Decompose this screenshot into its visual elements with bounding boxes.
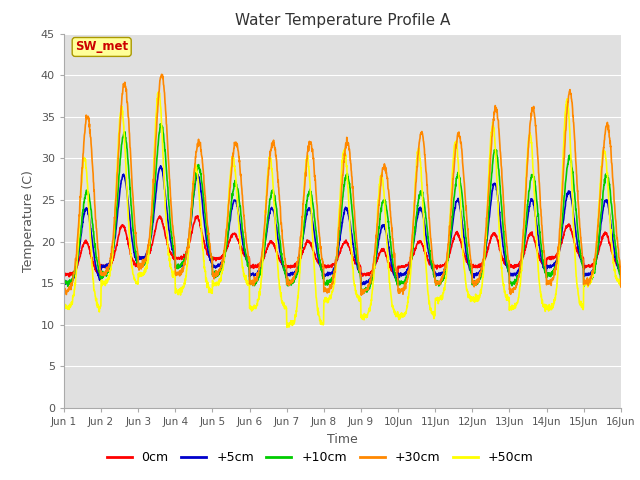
+50cm <box>164 244 172 250</box>
+10cm <box>212 272 220 278</box>
0cm <box>164 243 172 249</box>
+50cm <box>593 238 601 243</box>
+30cm <box>593 239 601 245</box>
0cm <box>65 274 73 280</box>
+50cm <box>154 89 162 95</box>
0cm <box>348 252 356 258</box>
0cm <box>212 255 220 261</box>
+30cm <box>164 148 172 154</box>
+50cm <box>283 324 291 330</box>
+10cm <box>406 260 414 266</box>
Line: +30cm: +30cm <box>64 74 621 295</box>
+30cm <box>508 288 516 294</box>
+5cm <box>508 271 516 276</box>
Legend: 0cm, +5cm, +10cm, +30cm, +50cm: 0cm, +5cm, +10cm, +30cm, +50cm <box>102 446 538 469</box>
Line: +10cm: +10cm <box>64 124 621 293</box>
Text: SW_met: SW_met <box>75 40 128 53</box>
+50cm <box>406 276 414 281</box>
+10cm <box>617 281 625 287</box>
0cm <box>593 253 601 259</box>
Line: +5cm: +5cm <box>64 166 621 285</box>
+5cm <box>157 163 164 169</box>
+10cm <box>348 206 356 212</box>
+30cm <box>158 72 166 77</box>
+5cm <box>212 264 220 269</box>
0cm <box>406 259 414 265</box>
Y-axis label: Temperature (C): Temperature (C) <box>22 170 35 272</box>
+50cm <box>508 302 516 308</box>
Title: Water Temperature Profile A: Water Temperature Profile A <box>235 13 450 28</box>
+50cm <box>60 306 68 312</box>
0cm <box>60 271 68 276</box>
+50cm <box>348 260 356 265</box>
+10cm <box>360 290 367 296</box>
+30cm <box>212 274 220 279</box>
Line: 0cm: 0cm <box>64 216 621 277</box>
+30cm <box>348 174 356 180</box>
+5cm <box>60 281 68 287</box>
+30cm <box>358 292 365 298</box>
+10cm <box>157 121 164 127</box>
+10cm <box>164 184 172 190</box>
+5cm <box>358 282 365 288</box>
+10cm <box>60 280 68 286</box>
+50cm <box>617 280 625 286</box>
+5cm <box>348 232 356 238</box>
0cm <box>508 263 516 269</box>
+50cm <box>212 283 220 288</box>
+5cm <box>164 218 172 224</box>
+5cm <box>617 271 625 276</box>
+10cm <box>593 252 601 258</box>
0cm <box>617 264 625 270</box>
X-axis label: Time: Time <box>327 432 358 445</box>
+5cm <box>593 252 601 257</box>
+30cm <box>406 254 414 260</box>
+30cm <box>617 284 625 290</box>
+5cm <box>406 260 414 266</box>
Line: +50cm: +50cm <box>64 92 621 327</box>
+10cm <box>508 283 516 288</box>
+30cm <box>60 289 68 295</box>
0cm <box>194 213 202 219</box>
